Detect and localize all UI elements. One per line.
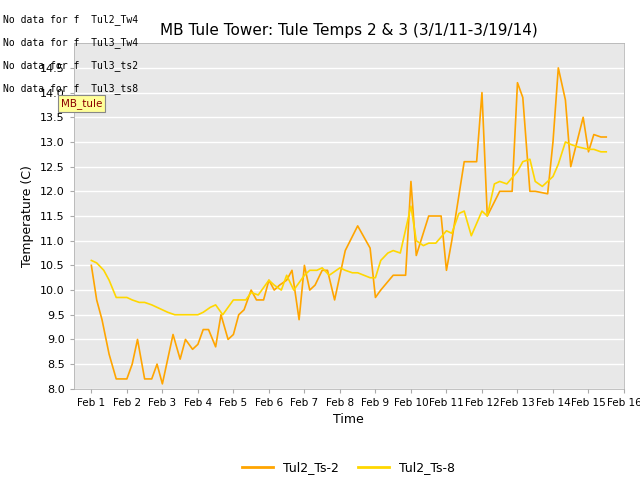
Text: No data for f  Tul3_ts8: No data for f Tul3_ts8 [3, 84, 138, 95]
Text: MB_tule: MB_tule [61, 98, 102, 109]
Legend: Tul2_Ts-2, Tul2_Ts-8: Tul2_Ts-2, Tul2_Ts-8 [237, 456, 460, 480]
X-axis label: Time: Time [333, 413, 364, 426]
Text: No data for f  Tul3_Tw4: No data for f Tul3_Tw4 [3, 37, 138, 48]
Title: MB Tule Tower: Tule Temps 2 & 3 (3/1/11-3/19/14): MB Tule Tower: Tule Temps 2 & 3 (3/1/11-… [160, 23, 538, 38]
Text: No data for f  Tul3_ts2: No data for f Tul3_ts2 [3, 60, 138, 72]
Text: No data for f  Tul2_Tw4: No data for f Tul2_Tw4 [3, 14, 138, 25]
Y-axis label: Temperature (C): Temperature (C) [21, 165, 35, 267]
